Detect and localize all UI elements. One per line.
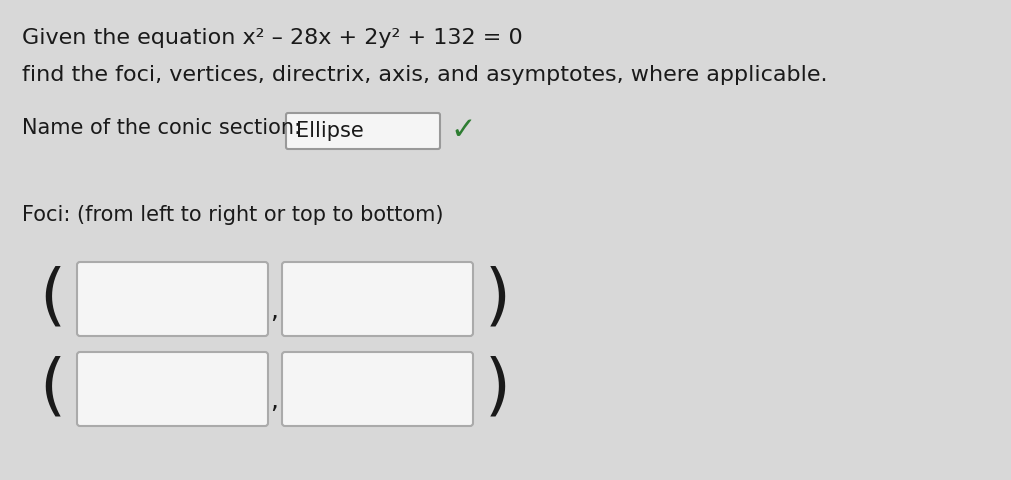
Text: ): ) <box>485 356 511 422</box>
FancyBboxPatch shape <box>286 113 440 149</box>
FancyBboxPatch shape <box>282 352 473 426</box>
Text: find the foci, vertices, directrix, axis, and asymptotes, where applicable.: find the foci, vertices, directrix, axis… <box>22 65 827 85</box>
FancyBboxPatch shape <box>77 262 268 336</box>
Text: ): ) <box>485 266 511 332</box>
Text: ✓: ✓ <box>450 117 475 145</box>
Text: (: ( <box>39 266 65 332</box>
Text: Ellipse: Ellipse <box>296 121 364 141</box>
Text: Given the equation x² – 28x + 2y² + 132 = 0: Given the equation x² – 28x + 2y² + 132 … <box>22 28 523 48</box>
Text: ,: , <box>270 299 278 323</box>
Text: Foci: (from left to right or top to bottom): Foci: (from left to right or top to bott… <box>22 205 444 225</box>
FancyBboxPatch shape <box>77 352 268 426</box>
Text: (: ( <box>39 356 65 422</box>
Text: ,: , <box>270 389 278 413</box>
Text: Name of the conic section:: Name of the conic section: <box>22 118 301 138</box>
FancyBboxPatch shape <box>282 262 473 336</box>
